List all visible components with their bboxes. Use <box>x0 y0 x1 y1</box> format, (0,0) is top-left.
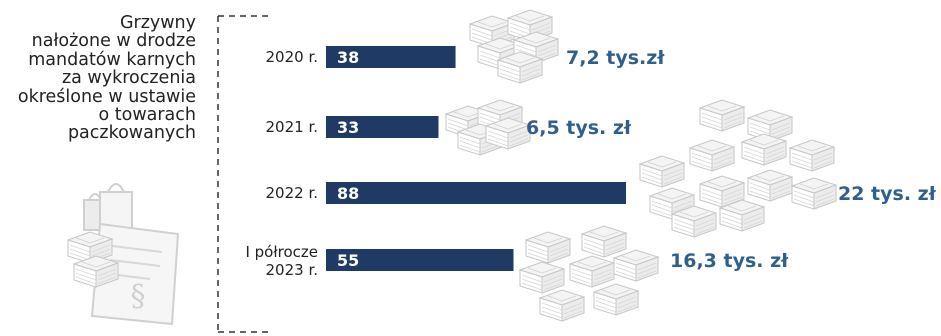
category-label: I półrocze <box>245 243 318 261</box>
money-stack-icon <box>469 9 559 84</box>
amount-label: 22 tys. zł <box>838 183 937 205</box>
amount-label: 6,5 tys. zł <box>526 117 632 139</box>
bars: 38 2020 r. 7,2 tys.zł 33 2021 r. 6,5 tys. zł 8… <box>245 46 937 279</box>
title-line: o towarach <box>98 105 196 126</box>
money-stack-icon <box>639 99 837 238</box>
money-stack-icon <box>445 99 531 156</box>
bar-value-label: 38 <box>337 48 359 67</box>
category-label: 2021 r. <box>266 118 319 136</box>
category-label: 2020 r. <box>266 48 319 66</box>
bar <box>326 46 456 68</box>
bar-value-label: 88 <box>337 184 359 203</box>
document-section-icon: § <box>90 222 180 326</box>
chart-title: Grzywny nałożone w drodze mandatów karny… <box>0 14 196 143</box>
amount-label: 7,2 tys.zł <box>566 47 665 69</box>
chart-axis <box>217 15 270 333</box>
title-line: Grzywny <box>119 13 196 33</box>
title-line: mandatów karnych <box>28 49 196 70</box>
title-line: paczkowanych <box>67 123 196 144</box>
svg-text:§: § <box>131 279 146 314</box>
bar <box>326 182 626 204</box>
category-label: 2023 r. <box>266 261 319 279</box>
amount-label: 16,3 tys. zł <box>670 250 789 272</box>
bar <box>326 116 439 138</box>
title-line: za wykroczenia <box>61 68 196 89</box>
bar-value-label: 33 <box>337 118 359 137</box>
bar <box>326 249 514 271</box>
bar-value-label: 55 <box>337 251 359 270</box>
category-label: 2022 r. <box>266 184 319 202</box>
title-line: określone w ustawie <box>17 86 196 107</box>
title-line: nałożone w drodze <box>31 31 196 52</box>
money-stack-icon <box>519 225 659 322</box>
